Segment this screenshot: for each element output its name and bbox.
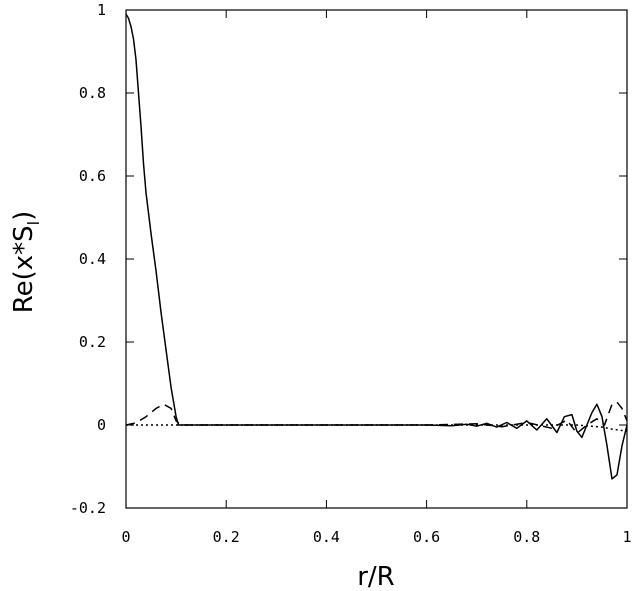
series-layer [125,13,628,480]
x-tick-label: 1 [622,528,631,546]
y-axis-label: Re(x*Sl) [9,211,43,314]
y-tick-label: 0 [97,416,106,434]
y-tick-label: 0.4 [79,250,106,268]
y-axis-label-subscript: l [24,221,43,225]
x-tick-label: 0 [121,528,130,546]
y-tick-label: 0.2 [79,333,106,351]
plot-frame [125,9,628,509]
x-tick-label: 0.8 [513,528,540,546]
series-line-dashed [125,401,628,435]
y-tick-label: -0.2 [70,499,106,517]
y-axis-label-main: Re(x*S [9,225,39,313]
series-line-solid [125,13,628,480]
y-tick-label: 0.6 [79,167,106,185]
tick-labels: 0 0.2 0.4 0.6 0.8 1 -0.2 0 0.2 0.4 0.6 0.8 1 [70,1,632,546]
x-tick-label: 0.6 [413,528,440,546]
axis-ticks [125,9,628,509]
x-tick-label: 0.2 [213,528,240,546]
y-axis-label-close: ) [9,211,39,221]
y-tick-label: 1 [97,1,106,19]
x-axis-label: r/R [357,562,395,591]
series-line-dotted [126,424,628,432]
y-tick-label: 0.8 [79,84,106,102]
x-tick-label: 0.4 [313,528,340,546]
